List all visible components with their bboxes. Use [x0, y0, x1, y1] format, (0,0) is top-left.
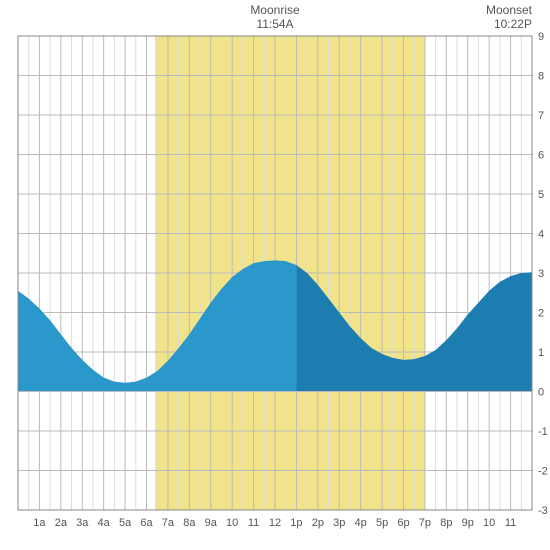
- x-tick-label: 12: [269, 517, 281, 529]
- x-tick-label: 8a: [183, 517, 196, 529]
- y-tick-label: 5: [538, 189, 544, 201]
- x-tick-label: 4p: [355, 517, 367, 529]
- moonrise-value: 11:54A: [256, 17, 293, 31]
- x-tick-label: 9a: [205, 517, 218, 529]
- x-tick-label: 3p: [333, 517, 345, 529]
- x-tick-label: 5p: [376, 517, 388, 529]
- x-tick-label: 2a: [55, 517, 68, 529]
- x-tick-label: 9p: [462, 517, 474, 529]
- x-tick-label: 7a: [162, 517, 175, 529]
- x-tick-label: 5a: [119, 517, 132, 529]
- x-tick-label: 7p: [419, 517, 431, 529]
- y-tick-label: 7: [538, 110, 544, 122]
- x-tick-label: 1p: [290, 517, 302, 529]
- x-tick-label: 1a: [33, 517, 46, 529]
- y-tick-label: 3: [538, 268, 544, 280]
- tide-chart: -3-2-101234567891a2a3a4a5a6a7a8a9a101112…: [0, 0, 550, 550]
- y-tick-label: -3: [538, 505, 548, 517]
- y-tick-label: -2: [538, 466, 548, 478]
- y-tick-label: 1: [538, 347, 544, 359]
- x-tick-label: 11: [248, 517, 259, 529]
- y-tick-label: 0: [538, 387, 544, 399]
- moonset-value: 10:22P: [494, 17, 532, 31]
- tide-chart-container: -3-2-101234567891a2a3a4a5a6a7a8a9a101112…: [0, 0, 550, 550]
- x-tick-label: 10: [226, 517, 238, 529]
- y-tick-label: 9: [538, 31, 544, 43]
- y-tick-label: 8: [538, 71, 544, 83]
- x-tick-label: 8p: [440, 517, 452, 529]
- y-tick-label: 2: [538, 308, 544, 320]
- x-tick-label: 10: [483, 517, 495, 529]
- x-tick-label: 6a: [140, 517, 153, 529]
- x-tick-label: 6p: [397, 517, 409, 529]
- moonset-label: Moonset: [486, 3, 533, 17]
- moonrise-label: Moonrise: [250, 3, 300, 17]
- x-tick-label: 2p: [312, 517, 324, 529]
- y-tick-label: 6: [538, 150, 544, 162]
- x-tick-label: 4a: [98, 517, 111, 529]
- x-tick-label: 11: [505, 517, 516, 529]
- y-tick-label: -1: [538, 426, 548, 438]
- y-tick-label: 4: [538, 229, 544, 241]
- x-tick-label: 3a: [76, 517, 89, 529]
